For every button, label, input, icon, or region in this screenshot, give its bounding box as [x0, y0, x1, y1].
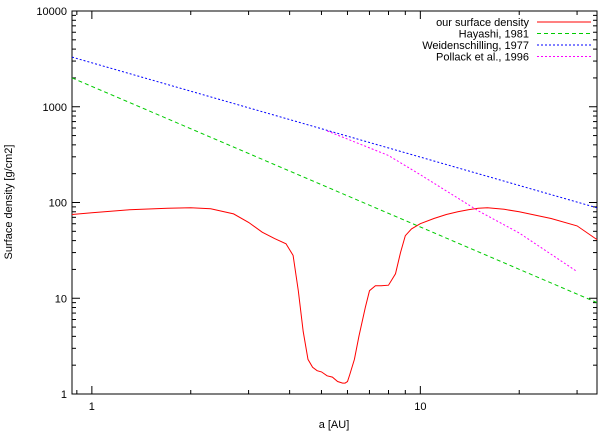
ticks [72, 10, 597, 395]
series-line-0 [71, 207, 598, 384]
x-tick-label: 1 [89, 401, 95, 413]
plot-frame [71, 10, 598, 395]
legend-label: Weidenschilling, 1977 [422, 40, 529, 52]
series-line-2 [71, 56, 598, 209]
legend-label: our surface density [436, 17, 529, 29]
tick-labels: 1 10 1 10 100 1000 10000 [36, 6, 426, 413]
series-lines [71, 56, 598, 384]
x-axis-label: a [AU] [319, 419, 350, 431]
y-tick-label: 10000 [36, 6, 67, 18]
y-tick-label: 100 [49, 198, 67, 210]
y-tick-label: 10 [55, 293, 67, 305]
y-tick-label: 1 [61, 389, 67, 401]
series-line-1 [71, 77, 598, 304]
series-line-3 [326, 130, 578, 273]
y-tick-label: 1000 [43, 102, 67, 114]
legend-label: Pollack et al., 1996 [436, 52, 529, 64]
y-axis-label: Surface density [g/cm2] [3, 145, 15, 260]
legend-label: Hayashi, 1981 [459, 29, 529, 41]
x-tick-label: 10 [414, 401, 426, 413]
